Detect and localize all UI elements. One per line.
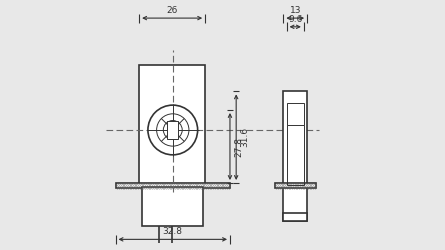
Circle shape bbox=[157, 114, 189, 146]
Bar bbox=[139, 65, 205, 185]
Bar bbox=[142, 187, 202, 226]
Text: 13: 13 bbox=[289, 6, 301, 15]
Text: 9.6: 9.6 bbox=[288, 15, 303, 24]
Bar bbox=[167, 121, 178, 139]
Text: 32.8: 32.8 bbox=[163, 228, 183, 236]
Bar bbox=[287, 102, 304, 125]
Bar bbox=[283, 213, 307, 221]
Text: 26: 26 bbox=[166, 6, 178, 15]
Bar bbox=[116, 183, 230, 188]
Bar bbox=[283, 92, 307, 221]
Circle shape bbox=[163, 120, 182, 140]
Bar bbox=[275, 183, 316, 188]
Circle shape bbox=[148, 105, 198, 155]
Text: 31.6: 31.6 bbox=[240, 127, 249, 147]
Text: 27.8: 27.8 bbox=[234, 136, 243, 156]
Circle shape bbox=[168, 126, 177, 134]
